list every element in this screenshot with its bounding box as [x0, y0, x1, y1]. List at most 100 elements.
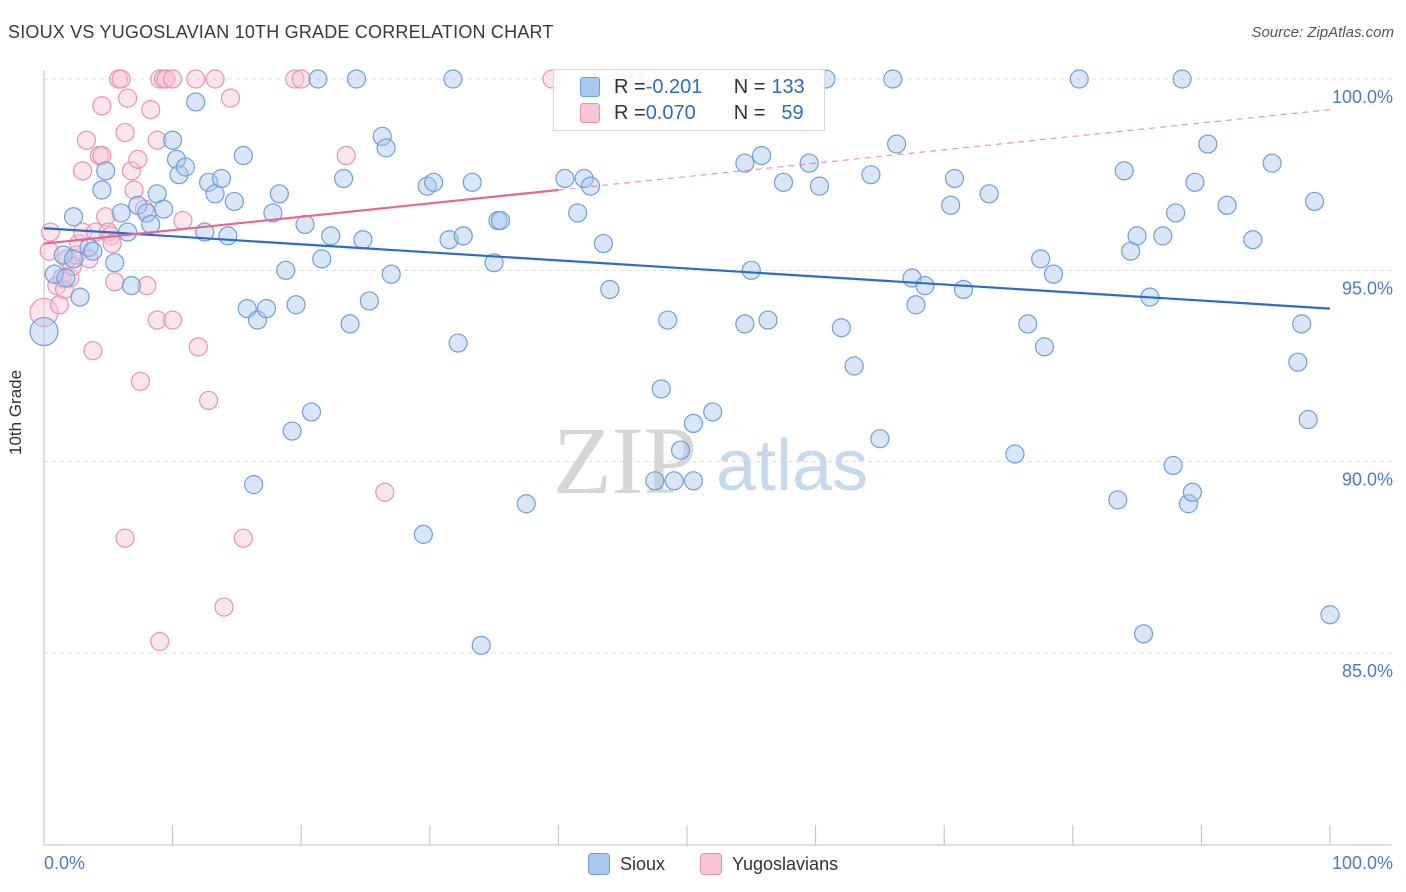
- yugoslavians-point: [186, 69, 206, 89]
- stats-legend: R = -0.201 N = 133 R = 0.070 N = 59: [553, 69, 825, 131]
- y-tick-label: 95.0%: [1342, 278, 1393, 298]
- yugoslavians-point: [102, 233, 122, 254]
- sioux-point: [941, 195, 961, 215]
- yugoslavians-trend-extension: [558, 109, 1331, 191]
- sioux-point: [1217, 195, 1237, 215]
- y-tick-label: 100.0%: [1332, 87, 1393, 107]
- yugoslavians-point: [124, 180, 144, 200]
- sioux-point: [83, 241, 103, 261]
- sioux-point: [861, 165, 881, 185]
- sioux-point: [353, 230, 373, 250]
- sioux-points: [29, 69, 1340, 655]
- sioux-point: [735, 153, 755, 173]
- n-value: 133: [771, 75, 805, 98]
- yugoslavians-legend-label: Yugoslavians: [732, 853, 839, 874]
- sioux-point: [92, 180, 112, 200]
- yugoslavians-point: [92, 145, 112, 166]
- yugoslavians-point: [188, 337, 208, 357]
- yugoslavians-point: [233, 528, 253, 548]
- sioux-point: [453, 226, 473, 246]
- sioux-point: [263, 203, 283, 223]
- sioux-point: [1005, 444, 1025, 464]
- sioux-point: [1243, 230, 1263, 250]
- yugoslavians-point: [214, 597, 234, 617]
- sioux-point: [580, 176, 601, 196]
- sioux-point: [1127, 226, 1147, 246]
- r-label: R =: [614, 101, 646, 124]
- yugoslavians-point: [128, 149, 148, 169]
- y-tick-label: 85.0%: [1342, 661, 1393, 681]
- sioux-point: [111, 203, 131, 223]
- yugoslavians-point: [115, 528, 135, 548]
- sioux-point: [53, 245, 73, 265]
- sioux-point: [1185, 172, 1205, 192]
- sioux-point: [244, 475, 264, 495]
- sioux-point: [1114, 161, 1134, 181]
- sioux-point: [301, 402, 322, 422]
- sioux-point: [276, 260, 296, 280]
- sioux-point: [105, 253, 125, 273]
- sioux-point: [153, 199, 174, 219]
- sioux-point: [1034, 337, 1055, 357]
- sioux-point: [1133, 624, 1154, 644]
- sioux-point: [381, 264, 401, 284]
- sioux-point: [516, 494, 536, 514]
- yugoslavians-point: [173, 210, 193, 231]
- yugoslavians-point: [205, 69, 225, 89]
- yugoslavians-point: [137, 276, 157, 296]
- yugoslavians-point: [76, 130, 97, 150]
- sioux-point: [282, 421, 302, 441]
- sioux-point: [211, 168, 232, 189]
- sioux-point: [883, 69, 903, 89]
- sioux-point: [443, 69, 463, 89]
- yugoslavians-point: [147, 130, 167, 150]
- sioux-point: [645, 471, 665, 491]
- sioux-point: [63, 249, 84, 269]
- y-tick-label: 90.0%: [1342, 470, 1393, 490]
- sioux-point: [870, 429, 890, 449]
- yugoslavians-point: [156, 69, 176, 89]
- sioux-point: [29, 316, 59, 347]
- r-value: -0.201: [645, 75, 703, 98]
- sioux-point: [751, 145, 772, 166]
- legend-item-sioux[interactable]: Sioux: [588, 852, 665, 876]
- sioux-point: [1288, 352, 1308, 372]
- yugoslavians-point: [92, 96, 112, 116]
- yugoslavians-point: [285, 69, 305, 89]
- sioux-point: [56, 268, 76, 288]
- sioux-point: [1166, 203, 1186, 223]
- sioux-point: [1108, 490, 1128, 510]
- sioux-point: [1163, 455, 1183, 476]
- sioux-point: [1031, 249, 1051, 269]
- sioux-point: [233, 145, 253, 166]
- yugoslavians-point: [105, 272, 125, 292]
- sioux-point: [1320, 605, 1340, 625]
- sioux-point: [413, 524, 433, 544]
- sioux-point: [186, 92, 206, 112]
- sioux-point: [286, 295, 306, 315]
- sioux-point: [555, 168, 575, 189]
- sioux-trend-line: [43, 227, 1331, 310]
- chart-title: SIOUX VS YUGOSLAVIAN 10TH GRADE CORRELAT…: [8, 22, 554, 42]
- trend-lines: [43, 109, 1331, 310]
- sioux-point: [568, 203, 588, 223]
- legend-item-yugoslavians[interactable]: Yugoslavians: [700, 852, 838, 876]
- sioux-point: [70, 287, 90, 307]
- sioux-point: [448, 333, 468, 353]
- sioux-point: [256, 299, 277, 319]
- sioux-point: [799, 153, 819, 173]
- yugoslavians-point: [72, 161, 93, 181]
- sioux-point: [163, 130, 183, 150]
- sioux-point: [741, 260, 761, 280]
- sioux-point: [773, 172, 794, 192]
- yugoslavians-points: [29, 69, 562, 652]
- sioux-point: [979, 184, 999, 204]
- yugoslavians-point: [147, 310, 167, 330]
- sioux-point: [199, 172, 219, 192]
- sioux-legend-label: Sioux: [620, 853, 666, 874]
- yugoslavians-point: [115, 122, 135, 143]
- yugoslavians-point: [83, 341, 103, 361]
- sioux-point: [490, 210, 511, 231]
- yugoslavians-point: [40, 222, 61, 242]
- sioux-point: [224, 191, 244, 212]
